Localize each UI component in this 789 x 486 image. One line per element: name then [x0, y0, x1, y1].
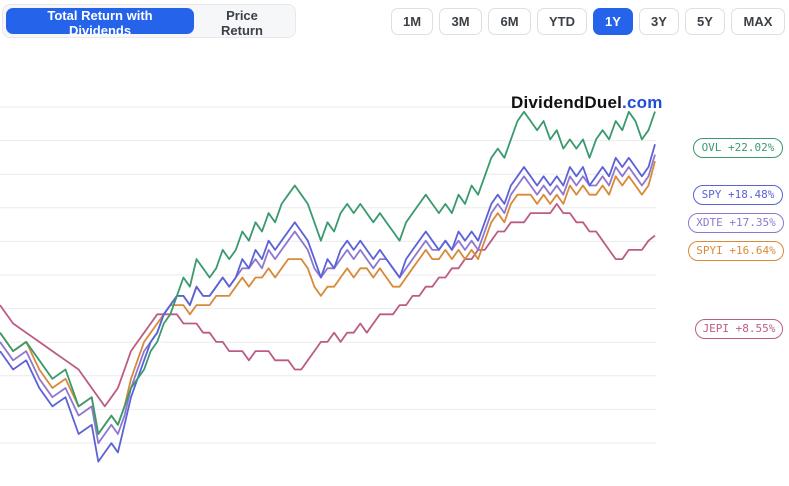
dividendduel-watermark: DividendDuel.com	[511, 93, 663, 113]
series-line-ovl	[0, 110, 656, 435]
range-3m-button[interactable]: 3M	[439, 8, 482, 35]
series-line-spy	[0, 143, 656, 463]
series-label-xdte: XDTE +17.35%	[688, 213, 784, 233]
series-line-jepi	[0, 203, 656, 408]
total-return-button[interactable]: Total Return with Dividends	[6, 8, 194, 38]
chart-series-lines	[0, 110, 656, 463]
range-5y-button[interactable]: 5Y	[685, 8, 725, 35]
series-label-spy: SPY +18.48%	[693, 185, 783, 205]
range-6m-button[interactable]: 6M	[488, 8, 531, 35]
range-1m-button[interactable]: 1M	[391, 8, 433, 35]
series-line-xdte	[0, 154, 656, 445]
return-mode-toggle: Total Return with Dividends Price Return	[2, 4, 296, 38]
watermark-brand: DividendDuel	[511, 93, 623, 112]
watermark-tld: .com	[622, 93, 663, 112]
price-return-button[interactable]: Price Return	[194, 8, 290, 38]
range-1y-button[interactable]: 1Y	[593, 8, 633, 35]
series-label-ovl: OVL +22.02%	[693, 138, 783, 158]
series-label-spyi: SPYI +16.64%	[688, 241, 784, 261]
series-label-jepi: JEPI +8.55%	[695, 319, 783, 339]
series-line-spyi	[0, 160, 656, 435]
chart-gridlines	[0, 106, 656, 444]
range-3y-button[interactable]: 3Y	[639, 8, 679, 35]
range-ytd-button[interactable]: YTD	[537, 8, 587, 35]
range-max-button[interactable]: MAX	[731, 8, 785, 35]
